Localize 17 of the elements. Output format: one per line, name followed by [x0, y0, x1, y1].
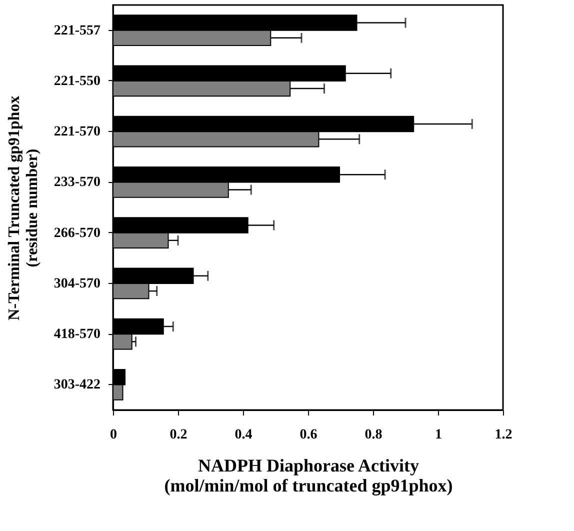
x-axis-title: NADPH Diaphorase Activity (mol/min/mol of truncated gp91phox): [164, 456, 453, 496]
y-tick-label: 221-570: [54, 124, 100, 140]
y-tick-label: 304-570: [54, 276, 100, 292]
x-tick-label: 0.6: [300, 428, 318, 442]
x-tick-label: 0: [110, 428, 117, 442]
y-axis-title: N-Terminal Truncated gp91phox (residue number): [6, 96, 41, 320]
y-tick-label: 303-422: [54, 378, 100, 393]
x-tick-label: 1.2: [494, 428, 512, 442]
y-tick-label: 221-550: [54, 74, 100, 89]
x-tick-label: 0.4: [234, 428, 252, 442]
y-tick-label: 266-570: [54, 226, 100, 241]
x-tick-label: 0.8: [364, 428, 382, 442]
x-tick-label: 1: [435, 428, 442, 442]
y-tick-label: 233-570: [54, 175, 100, 190]
x-tick-label: 0.2: [170, 428, 188, 442]
y-tick-label: 418-570: [54, 327, 100, 342]
y-tick-label: 221-557: [54, 23, 100, 38]
